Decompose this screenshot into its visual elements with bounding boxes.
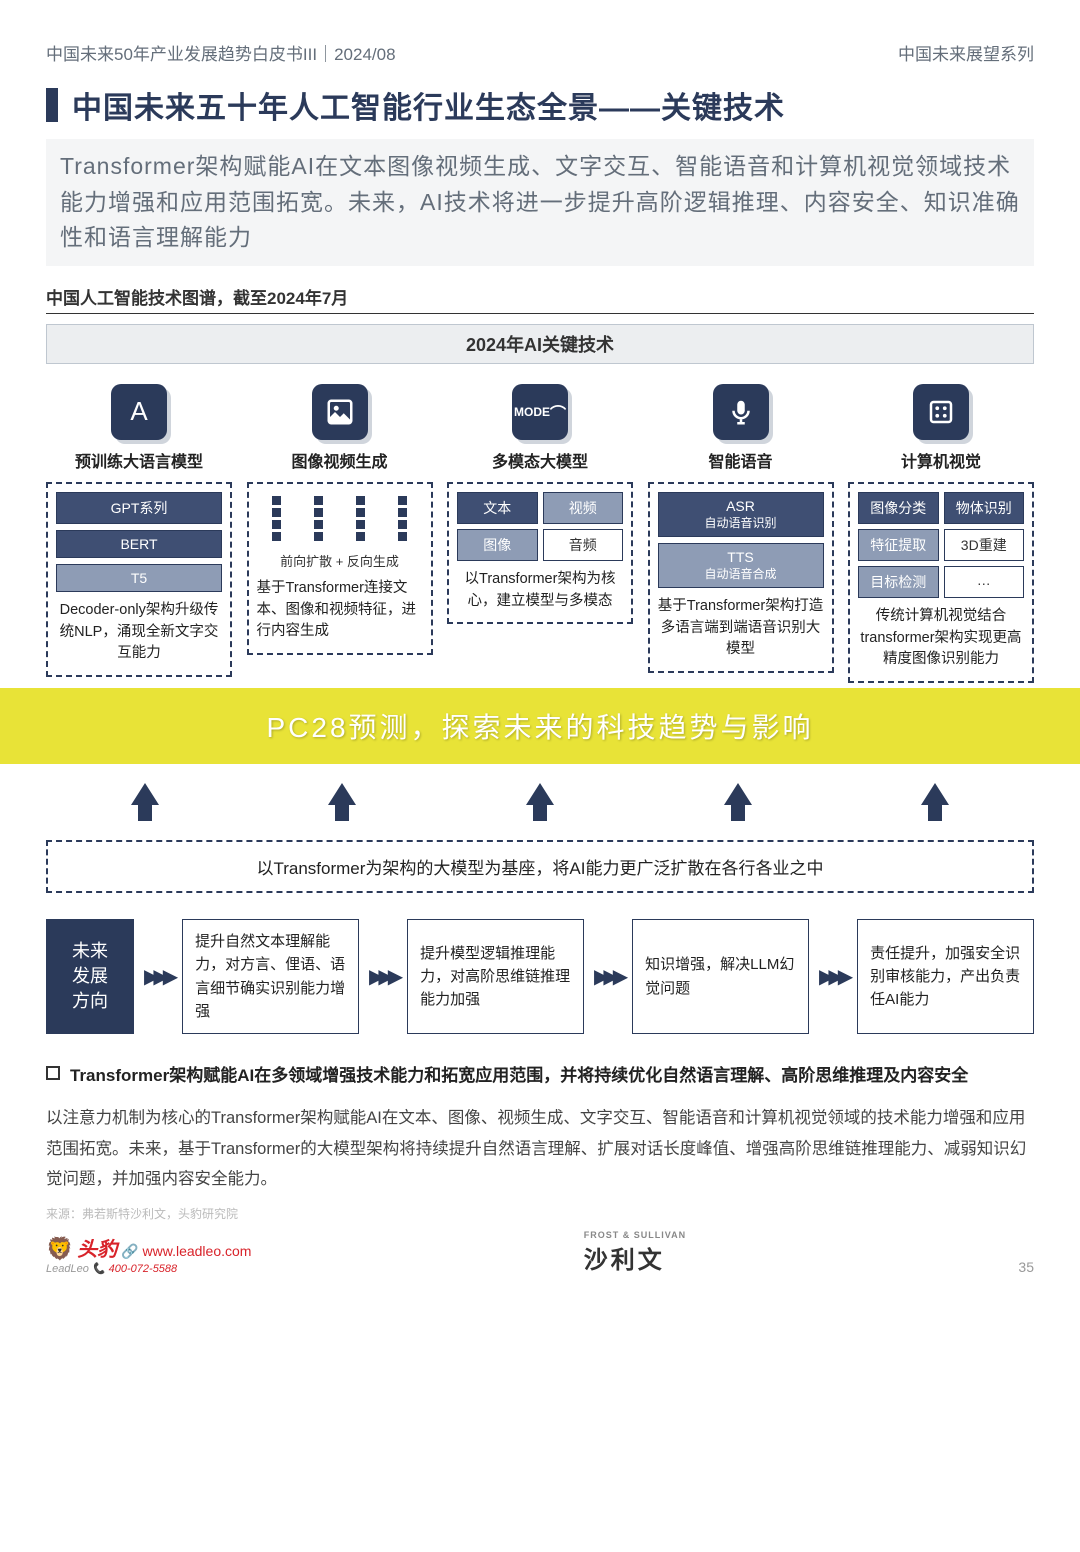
chip: 图像分类	[858, 492, 939, 524]
diffusion-diagram	[257, 492, 423, 545]
up-arrow-icon	[724, 783, 752, 805]
future-box: 责任提升，加强安全识别审核能力，产出负责任AI能力	[857, 919, 1034, 1034]
future-box: 知识增强，解决LLM幻觉问题	[632, 919, 809, 1034]
chip: 目标检测	[858, 566, 939, 598]
chip: 音频	[543, 529, 624, 561]
chip: 图像	[457, 529, 538, 561]
chip: 3D重建	[944, 529, 1025, 561]
chevron-icon: ▶▶▶	[819, 919, 847, 1034]
chip: 特征提取	[858, 529, 939, 561]
col-speech: 智能语音 ASR自动语音识别 TTS自动语音合成 基于Transformer架构…	[648, 384, 834, 683]
chip: GPT系列	[56, 492, 222, 524]
col-llm: A 预训练大语言模型 GPT系列 BERT T5 Decoder-only架构升…	[46, 384, 232, 683]
col-desc: Decoder-only架构升级传统NLP，涌现全新文字交互能力	[56, 598, 222, 667]
col-desc: 基于Transformer架构打造多语言端到端语音识别大模型	[658, 594, 824, 663]
col-box: GPT系列 BERT T5 Decoder-only架构升级传统NLP，涌现全新…	[46, 482, 232, 677]
image-icon	[312, 384, 368, 440]
logo-sullivan: FROST & SULLIVAN 沙利文	[584, 1230, 686, 1275]
mic-icon	[713, 384, 769, 440]
up-arrow-icon	[328, 783, 356, 805]
col-box: 图像分类 物体识别 特征提取 3D重建 目标检测 … 传统计算机视觉结合tran…	[848, 482, 1034, 683]
col-cv: 计算机视觉 图像分类 物体识别 特征提取 3D重建 目标检测 … 传统计算机视觉…	[848, 384, 1034, 683]
header-left: 中国未来50年产业发展趋势白皮书III｜2024/08	[46, 40, 396, 65]
col-title: 图像视频生成	[291, 448, 387, 472]
mini-caption: 前向扩散 + 反向生成	[257, 551, 423, 570]
col-title: 智能语音	[708, 448, 772, 472]
col-title: 计算机视觉	[901, 448, 981, 472]
bullet-text: Transformer架构赋能AI在多领域增强技术能力和拓宽应用范围，并将持续优…	[70, 1062, 968, 1089]
body-paragraph: 以注意力机制为核心的Transformer架构赋能AI在文本、图像、视频生成、文…	[46, 1103, 1034, 1195]
col-title: 预训练大语言模型	[75, 448, 203, 472]
col-multimodal: MODE⌒ 多模态大模型 文本 视频 图像 音频 以Transformer架构为…	[447, 384, 633, 683]
chip: …	[944, 566, 1025, 598]
mode-icon: MODE⌒	[512, 384, 568, 440]
col-box: 前向扩散 + 反向生成 基于Transformer连接文本、图像和视频特征，进行…	[247, 482, 433, 655]
header-right: 中国未来展望系列	[898, 40, 1034, 65]
bullet-row: Transformer架构赋能AI在多领域增强技术能力和拓宽应用范围，并将持续优…	[46, 1062, 1034, 1089]
title-accent-bar	[46, 88, 58, 122]
bullet-square-icon	[46, 1066, 60, 1080]
tech-bar: 2024年AI关键技术	[46, 324, 1034, 364]
chip: T5	[56, 564, 222, 592]
chip: BERT	[56, 530, 222, 558]
columns-row: A 预训练大语言模型 GPT系列 BERT T5 Decoder-only架构升…	[46, 384, 1034, 683]
up-arrow-icon	[526, 783, 554, 805]
future-box: 提升自然文本理解能力，对方言、俚语、语言细节确实识别能力增强	[182, 919, 359, 1034]
future-row: 未来 发展 方向 ▶▶▶ 提升自然文本理解能力，对方言、俚语、语言细节确实识别能…	[46, 919, 1034, 1034]
lead-wrap: Transformer架构赋能AI在文本图像视频生成、文字交互、智能语音和计算机…	[46, 139, 1034, 266]
subheader: 中国人工智能技术图谱，截至2024年7月	[46, 284, 1034, 314]
page-header: 中国未来50年产业发展趋势白皮书III｜2024/08 中国未来展望系列	[46, 40, 1034, 65]
source-line: 来源：弗若斯特沙利文，头豹研究院	[46, 1205, 1034, 1222]
chip: 视频	[543, 492, 624, 524]
page-title: 中国未来五十年人工智能行业生态全景——关键技术	[72, 83, 785, 127]
future-label: 未来 发展 方向	[46, 919, 134, 1034]
chip: ASR自动语音识别	[658, 492, 824, 537]
overlay-banner: PC28预测，探索未来的科技趋势与影响	[0, 688, 1080, 764]
text-icon: A	[111, 384, 167, 440]
logo-leadleo: 🦁 头豹 🔗 www.leadleo.com LeadLeo 📞 400-072…	[46, 1233, 251, 1275]
title-row: 中国未来五十年人工智能行业生态全景——关键技术	[46, 83, 1034, 127]
page-number: 35	[1018, 1259, 1034, 1275]
chevron-icon: ▶▶▶	[144, 919, 172, 1034]
col-desc: 基于Transformer连接文本、图像和视频特征，进行内容生成	[257, 576, 423, 645]
up-arrow-icon	[131, 783, 159, 805]
col-box: ASR自动语音识别 TTS自动语音合成 基于Transformer架构打造多语言…	[648, 482, 834, 673]
col-imagegen: 图像视频生成 前向扩散 + 反向生成 基于Transformer连接文本、图像和…	[247, 384, 433, 683]
chevron-icon: ▶▶▶	[369, 919, 397, 1034]
chip: 文本	[457, 492, 538, 524]
up-arrow-icon	[921, 783, 949, 805]
chevron-icon: ▶▶▶	[594, 919, 622, 1034]
chip: 物体识别	[944, 492, 1025, 524]
chip: TTS自动语音合成	[658, 543, 824, 588]
col-title: 多模态大模型	[492, 448, 588, 472]
footer: 🦁 头豹 🔗 www.leadleo.com LeadLeo 📞 400-072…	[46, 1230, 1034, 1275]
col-desc: 传统计算机视觉结合transformer架构实现更高精度图像识别能力	[858, 604, 1024, 673]
lead-text: Transformer架构赋能AI在文本图像视频生成、文字交互、智能语音和计算机…	[60, 149, 1020, 256]
base-box: 以Transformer为架构的大模型为基座，将AI能力更广泛扩散在各行各业之中	[46, 840, 1034, 893]
cv-icon	[913, 384, 969, 440]
future-box: 提升模型逻辑推理能力，对高阶思维链推理能力加强	[407, 919, 584, 1034]
col-desc: 以Transformer架构为核心，建立模型与多模态	[457, 567, 623, 615]
col-box: 文本 视频 图像 音频 以Transformer架构为核心，建立模型与多模态	[447, 482, 633, 625]
